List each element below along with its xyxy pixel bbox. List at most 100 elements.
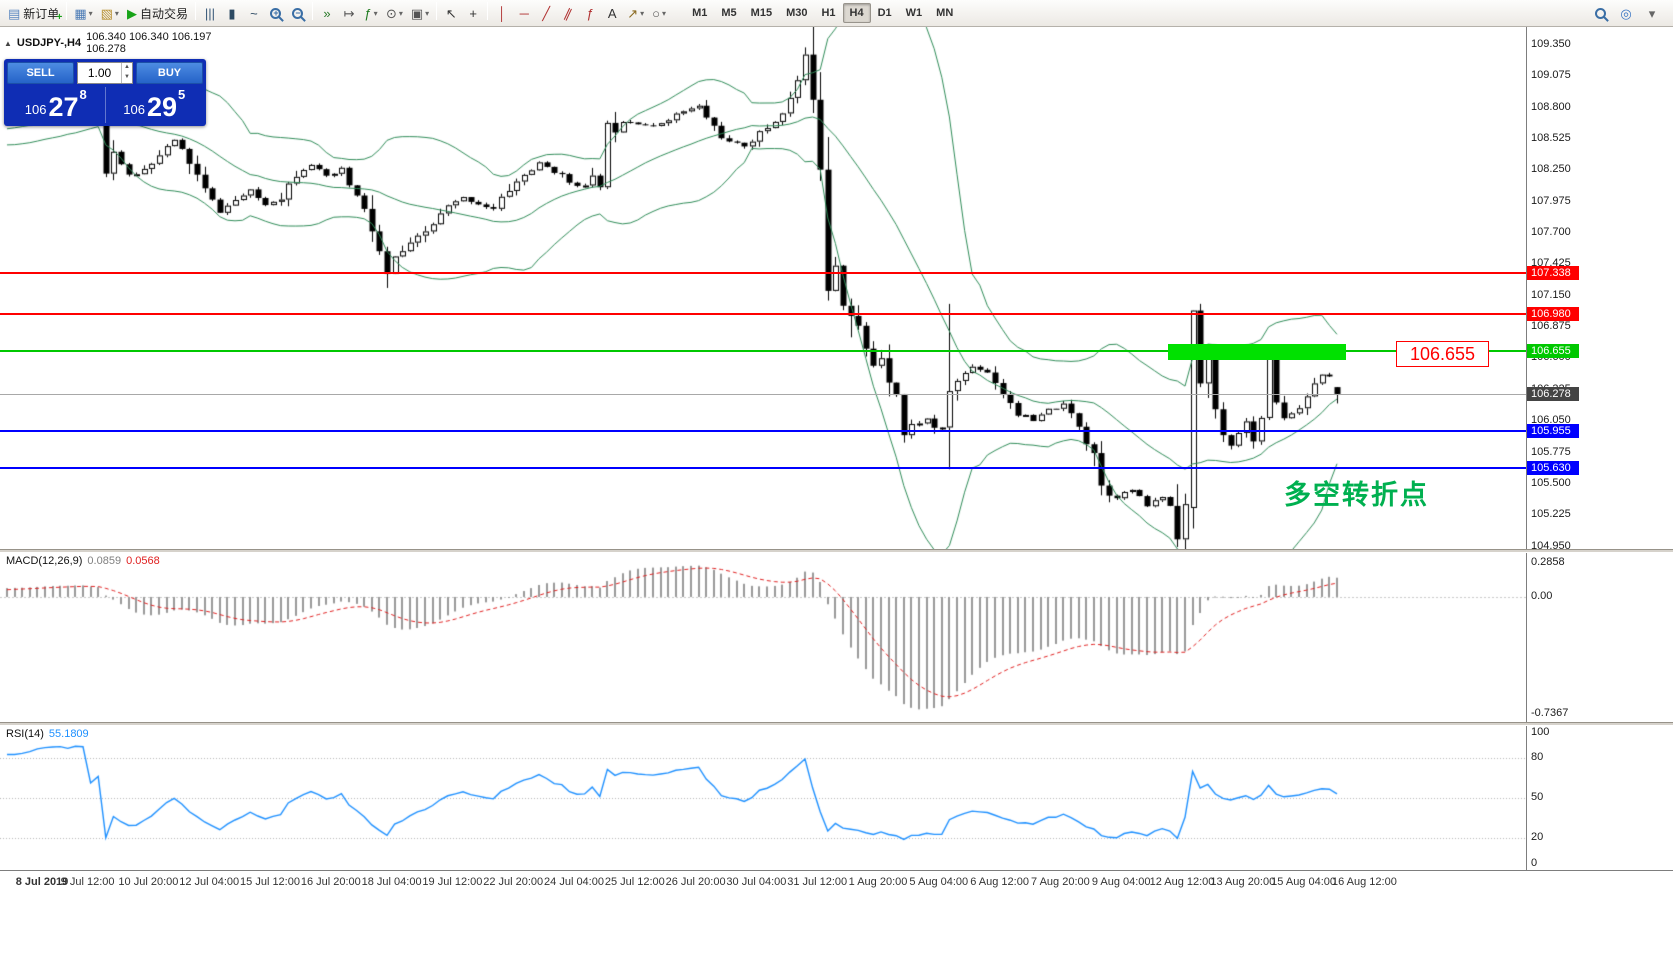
timeframe-mn-button[interactable]: MN xyxy=(936,7,954,19)
annotation-text[interactable]: 多空转折点 xyxy=(1284,480,1429,510)
channel-button[interactable]: ∥ xyxy=(557,2,579,24)
macd-chart-canvas[interactable] xyxy=(0,553,1526,722)
time-axis-label: 5 Aug 04:00 xyxy=(909,876,969,888)
new-chart-button[interactable]: ▦ ▾ xyxy=(70,2,96,24)
price-axis-label: 107.975 xyxy=(1531,194,1571,207)
main-chart-panel: ▲ USDJPY-,H4 106.340 106.340 106.197 106… xyxy=(0,27,1673,552)
new-order-button[interactable]: ▤ + 新订单 xyxy=(4,2,63,24)
time-axis-label: 25 Jul 12:00 xyxy=(604,876,665,888)
zoom-out-button[interactable]: − xyxy=(287,2,309,24)
pivot-line[interactable] xyxy=(0,350,1526,353)
cursor-icon: ↖ xyxy=(445,5,457,21)
candlestick-button[interactable]: ▮ xyxy=(221,2,243,24)
timeframe-m15-button[interactable]: M15 xyxy=(750,7,773,19)
sell-button[interactable]: SELL xyxy=(7,62,74,84)
volume-stepper[interactable]: 1.00 ▲ ▼ xyxy=(77,62,133,84)
buy-price-main: 29 xyxy=(146,92,177,122)
current-price-line-badge: 106.278 xyxy=(1527,387,1579,402)
timeframe-w1-button[interactable]: W1 xyxy=(905,7,923,19)
timeframe-d1-button[interactable]: D1 xyxy=(877,7,892,19)
current-price-line[interactable] xyxy=(0,393,1526,395)
chart-overlays xyxy=(0,27,1526,549)
vertical-line-button[interactable]: │ xyxy=(491,2,513,24)
spinner-up-icon[interactable]: ▲ xyxy=(124,64,130,70)
template-icon: ▣ xyxy=(410,5,424,21)
buy-price[interactable]: 106 29 5 xyxy=(104,87,204,123)
price-label[interactable]: 106.655 xyxy=(1396,341,1489,367)
indicators-button[interactable]: ƒ ▾ xyxy=(360,2,382,24)
autotrading-play-icon: ▶ xyxy=(126,5,137,21)
price-axis-label: 108.250 xyxy=(1531,163,1571,176)
spinner-down-icon[interactable]: ▼ xyxy=(124,74,130,80)
time-axis[interactable]: 8 Jul 2019 9 Jul 12:00 10 Jul 20:00 12 Jul … xyxy=(0,870,1673,894)
panel-separator[interactable] xyxy=(0,549,1673,553)
macd-axis[interactable]: 0.2858 0.00 -0.7367 xyxy=(1526,553,1673,722)
auto-scroll-button[interactable]: » xyxy=(316,2,338,24)
crosshair-button[interactable]: + xyxy=(462,2,484,24)
volume-spinner: ▲ ▼ xyxy=(121,63,132,83)
vertical-line-icon: │ xyxy=(498,5,507,21)
profiles-button[interactable]: ▧ ▾ xyxy=(97,2,123,24)
toolbar-right-group: ◎ ▾ xyxy=(1589,2,1663,24)
fibonacci-button[interactable]: ƒ xyxy=(579,2,601,24)
volume-value[interactable]: 1.00 xyxy=(87,66,112,80)
periods-button[interactable]: ⊙ ▾ xyxy=(382,2,407,24)
toolbar-overflow-button[interactable]: ▾ xyxy=(1641,2,1663,24)
clock-icon: ⊙ xyxy=(385,5,397,21)
timeframe-m30-button[interactable]: M30 xyxy=(786,7,808,19)
chart-shift-button[interactable]: ↦ xyxy=(338,2,360,24)
price-chart-canvas[interactable] xyxy=(0,27,1526,549)
macd-axis-max: 0.2858 xyxy=(1531,556,1565,568)
timeframe-m1-button[interactable]: M1 xyxy=(692,7,708,19)
toolbar-separator xyxy=(66,2,68,20)
timeframe-m5-button[interactable]: M5 xyxy=(721,7,737,19)
crosshair-icon: + xyxy=(469,5,477,21)
resistance-line-1[interactable] xyxy=(0,272,1526,275)
price-axis[interactable]: 109.350 109.075 108.800 108.525 108.250 107.9… xyxy=(1526,27,1673,552)
fibonacci-icon: ƒ xyxy=(586,5,594,21)
rsi-axis[interactable]: 100 80 50 20 0 xyxy=(1526,726,1673,870)
new-order-icon: ▤ xyxy=(8,5,21,21)
price-axis-label: 105.500 xyxy=(1531,476,1571,489)
arrow-tool-icon: ↗ xyxy=(627,5,639,21)
community-button[interactable]: ◎ xyxy=(1615,2,1637,24)
panel-separator[interactable] xyxy=(0,722,1673,726)
highlight-zone-rect[interactable] xyxy=(1168,344,1347,361)
buy-price-sup: 5 xyxy=(178,87,186,102)
buy-button[interactable]: BUY xyxy=(136,62,203,84)
arrows-button[interactable]: ↗ ▾ xyxy=(623,2,648,24)
chevron-down-icon: ▾ xyxy=(640,8,645,18)
time-axis-label: 12 Jul 04:00 xyxy=(179,876,240,888)
timeframe-group: M1 M5 M15 M30 H1 H4 D1 W1 MN xyxy=(685,3,960,23)
channel-icon: ∥ xyxy=(562,4,575,22)
line-chart-button[interactable]: ~ xyxy=(243,2,265,24)
support-line-2[interactable] xyxy=(0,467,1526,470)
time-axis-label: 30 Jul 04:00 xyxy=(726,876,787,888)
resistance-line-2[interactable] xyxy=(0,313,1526,316)
resistance-line-2-badge: 106.980 xyxy=(1527,307,1579,322)
zoom-in-button[interactable]: + xyxy=(265,2,287,24)
bar-chart-button[interactable]: ||| xyxy=(199,2,221,24)
collapse-panel-icon[interactable]: ▲ xyxy=(4,38,12,48)
time-axis-label: 6 Aug 12:00 xyxy=(970,876,1029,888)
horizontal-line-button[interactable]: ─ xyxy=(513,2,535,24)
sell-price[interactable]: 106 27 8 xyxy=(7,87,105,123)
search-button[interactable] xyxy=(1589,2,1611,24)
price-axis-label: 106.050 xyxy=(1531,414,1571,427)
rsi-chart-canvas[interactable] xyxy=(0,726,1526,870)
timeframe-h4-button[interactable]: H4 xyxy=(842,3,871,23)
support-line-1[interactable] xyxy=(0,430,1526,433)
horizontal-line-icon: ─ xyxy=(519,5,529,21)
bar-chart-icon: ||| xyxy=(204,5,216,21)
text-label-icon: A xyxy=(607,5,617,21)
cursor-button[interactable]: ↖ xyxy=(440,2,462,24)
text-label-button[interactable]: A xyxy=(601,2,623,24)
templates-button[interactable]: ▣ ▾ xyxy=(407,2,433,24)
toolbar-separator xyxy=(194,2,196,20)
shapes-button[interactable]: ○ ▾ xyxy=(648,2,670,24)
trendline-button[interactable]: ╱ xyxy=(535,2,557,24)
indicators-icon: ƒ xyxy=(364,5,372,21)
timeframe-h1-button[interactable]: H1 xyxy=(821,7,836,19)
autotrading-button[interactable]: ▶ 自动交易 xyxy=(123,2,192,24)
time-axis-label: 24 Jul 04:00 xyxy=(544,876,604,888)
